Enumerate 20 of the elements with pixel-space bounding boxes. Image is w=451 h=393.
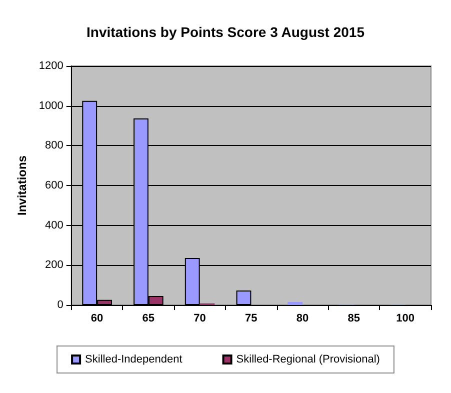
x-tick-label: 100	[396, 312, 414, 324]
x-tick-label: 85	[348, 312, 360, 324]
y-tick-label: 1000	[38, 100, 64, 112]
y-axis-title: Invitations	[15, 155, 29, 216]
legend-label: Skilled-Independent	[85, 354, 182, 366]
legend-label: Skilled-Regional (Provisional)	[236, 354, 380, 366]
chart-title: Invitations by Points Score 3 August 2015	[86, 24, 365, 40]
y-tick-label: 600	[45, 180, 64, 192]
y-tick-label: 1200	[38, 60, 64, 72]
x-tick-label: 80	[296, 312, 309, 324]
bar	[288, 302, 303, 305]
x-tick-label: 65	[142, 312, 155, 324]
y-tick-label: 400	[45, 219, 64, 232]
bar	[236, 290, 252, 305]
x-tick-label: 70	[194, 312, 206, 324]
x-tick-label: 75	[245, 312, 258, 324]
y-tick-label: 200	[45, 259, 64, 272]
x-tick-label: 60	[90, 312, 104, 324]
y-tick-label: 800	[45, 140, 64, 152]
y-tick-label: 0	[57, 299, 64, 311]
